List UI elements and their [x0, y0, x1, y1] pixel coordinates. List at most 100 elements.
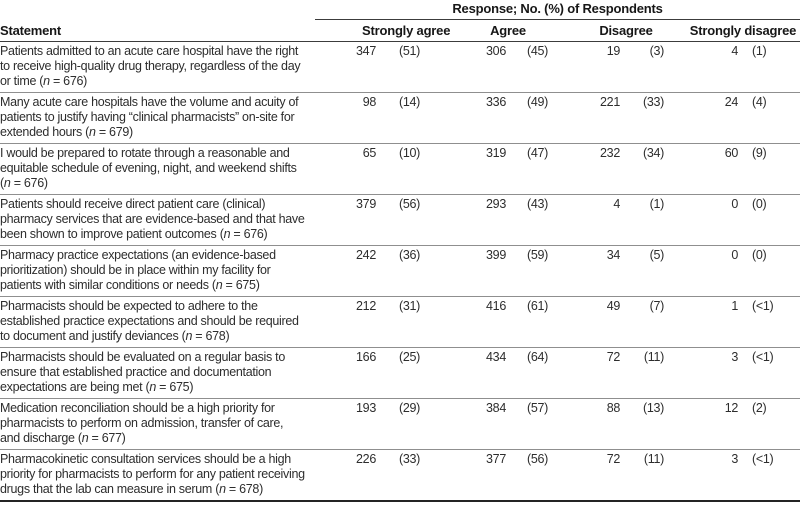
strongly-agree-percent: (56): [398, 197, 420, 211]
strongly-agree-percent: (25): [398, 350, 420, 364]
strongly-agree-count: 242: [356, 248, 376, 262]
agree-cell: 377 (56): [424, 452, 550, 497]
disagree-cell: 232 (34): [550, 146, 666, 191]
disagree-count: 72: [606, 452, 621, 466]
strongly-disagree-percent: (<1): [752, 350, 774, 364]
disagree-count: 49: [606, 299, 621, 313]
strongly-disagree-percent: (0): [752, 248, 767, 262]
disagree-count: 34: [606, 248, 621, 262]
agree-percent: (61): [526, 299, 548, 313]
statement-text: Patients admitted to an acute care hospi…: [0, 44, 301, 88]
strongly-agree-percent: (29): [398, 401, 420, 415]
agree-count: 336: [486, 95, 506, 109]
sample-size: (n = 677): [74, 431, 126, 445]
n-symbol: n: [43, 74, 50, 88]
strongly-disagree-percent: (1): [752, 44, 767, 58]
statement-text: Pharmacy practice expectations (an evide…: [0, 248, 276, 292]
n-symbol: n: [185, 329, 193, 343]
table-row: Patients admitted to an acute care hospi…: [0, 42, 800, 93]
table-row: Pharmacy practice expectations (an evide…: [0, 246, 800, 297]
strongly-agree-column-header: Strongly agree: [362, 23, 451, 38]
strongly-disagree-percent: (0): [752, 197, 767, 211]
agree-count: 293: [486, 197, 506, 211]
agree-cell: 384 (57): [424, 401, 550, 446]
strongly-agree-count: 65: [362, 146, 377, 160]
strongly-agree-percent: (10): [398, 146, 420, 160]
sample-size: (n = 678): [212, 482, 263, 496]
n-symbol: n: [223, 227, 231, 241]
statement-cell: Pharmacists should be evaluated on a reg…: [0, 350, 312, 395]
spanner-spacer: [0, 0, 312, 20]
strongly-agree-percent: (36): [398, 248, 420, 262]
disagree-count: 232: [600, 146, 620, 160]
statement-cell: Pharmacokinetic consultation services sh…: [0, 452, 312, 497]
disagree-percent: (3): [649, 44, 665, 58]
agree-cell: 293 (43): [424, 197, 550, 242]
strongly-disagree-cell: 3 (<1): [666, 350, 800, 395]
sample-size: (n = 678): [178, 329, 230, 343]
disagree-count: 72: [606, 350, 621, 364]
disagree-cell: 88 (13): [550, 401, 666, 446]
statement-cell: Pharmacists should be expected to adhere…: [0, 299, 312, 344]
n-symbol: n: [219, 482, 226, 496]
table-row: Pharmacists should be evaluated on a reg…: [0, 348, 800, 399]
table-row: Medication reconciliation should be a hi…: [0, 399, 800, 450]
agree-percent: (43): [526, 197, 548, 211]
table-spanner-row: Response; No. (%) of Respondents: [0, 0, 800, 20]
statement-text: I would be prepared to rotate through a …: [0, 146, 297, 175]
strongly-agree-count: 379: [356, 197, 376, 211]
strongly-disagree-percent: (<1): [752, 299, 774, 313]
sample-size: (n = 676): [216, 227, 268, 241]
agree-count: 416: [486, 299, 506, 313]
strongly-agree-cell: 242 (36): [312, 248, 424, 293]
statement-cell: Many acute care hospitals have the volum…: [0, 95, 312, 140]
n-symbol: n: [81, 431, 89, 445]
disagree-percent: (1): [649, 197, 665, 211]
agree-percent: (59): [526, 248, 548, 262]
strongly-agree-cell: 226 (33): [312, 452, 424, 497]
sample-size: (n = 675): [208, 278, 260, 292]
table-row: Patients should receive direct patient c…: [0, 195, 800, 246]
strongly-agree-percent: (33): [398, 452, 420, 466]
sample-size-value: 675: [235, 278, 256, 292]
strongly-agree-cell: 65 (10): [312, 146, 424, 191]
strongly-disagree-count: 1: [731, 299, 738, 313]
strongly-agree-percent: (31): [398, 299, 420, 313]
table-header-row: Statement Strongly agree Agree Disagree …: [0, 20, 800, 42]
agree-cell: 306 (45): [424, 44, 550, 89]
strongly-disagree-count: 12: [724, 401, 739, 415]
sample-size-value: 679: [109, 125, 130, 139]
disagree-percent: (34): [642, 146, 664, 160]
statement-text: Medication reconciliation should be a hi…: [0, 401, 284, 445]
disagree-percent: (11): [643, 452, 664, 466]
strongly-disagree-cell: 1 (<1): [666, 299, 800, 344]
sample-size: (n = 676): [36, 74, 88, 88]
sample-size: (n = 679): [81, 125, 133, 139]
sample-size-value: 677: [101, 431, 122, 445]
table-row: I would be prepared to rotate through a …: [0, 144, 800, 195]
survey-response-table: Response; No. (%) of Respondents Stateme…: [0, 0, 800, 502]
disagree-cell: 34 (5): [550, 248, 666, 293]
agree-count: 377: [486, 452, 506, 466]
statement-text: Many acute care hospitals have the volum…: [0, 95, 299, 139]
strongly-disagree-percent: (2): [752, 401, 767, 415]
agree-percent: (45): [526, 44, 548, 58]
strongly-agree-cell: 166 (25): [312, 350, 424, 395]
agree-percent: (56): [526, 452, 548, 466]
disagree-count: 221: [600, 95, 620, 109]
sample-size: (n = 675): [142, 380, 194, 394]
statement-cell: I would be prepared to rotate through a …: [0, 146, 312, 191]
strongly-disagree-percent: (4): [752, 95, 767, 109]
disagree-percent: (33): [642, 95, 664, 109]
n-symbol: n: [215, 278, 223, 292]
agree-cell: 434 (64): [424, 350, 550, 395]
disagree-percent: (7): [649, 299, 665, 313]
n-symbol: n: [89, 125, 96, 139]
strongly-disagree-count: 0: [731, 248, 738, 262]
strongly-disagree-cell: 0 (0): [666, 248, 800, 293]
n-symbol: n: [3, 176, 11, 190]
agree-count: 319: [486, 146, 506, 160]
strongly-agree-count: 166: [356, 350, 376, 364]
agree-count: 306: [486, 44, 506, 58]
statement-cell: Patients admitted to an acute care hospi…: [0, 44, 312, 89]
